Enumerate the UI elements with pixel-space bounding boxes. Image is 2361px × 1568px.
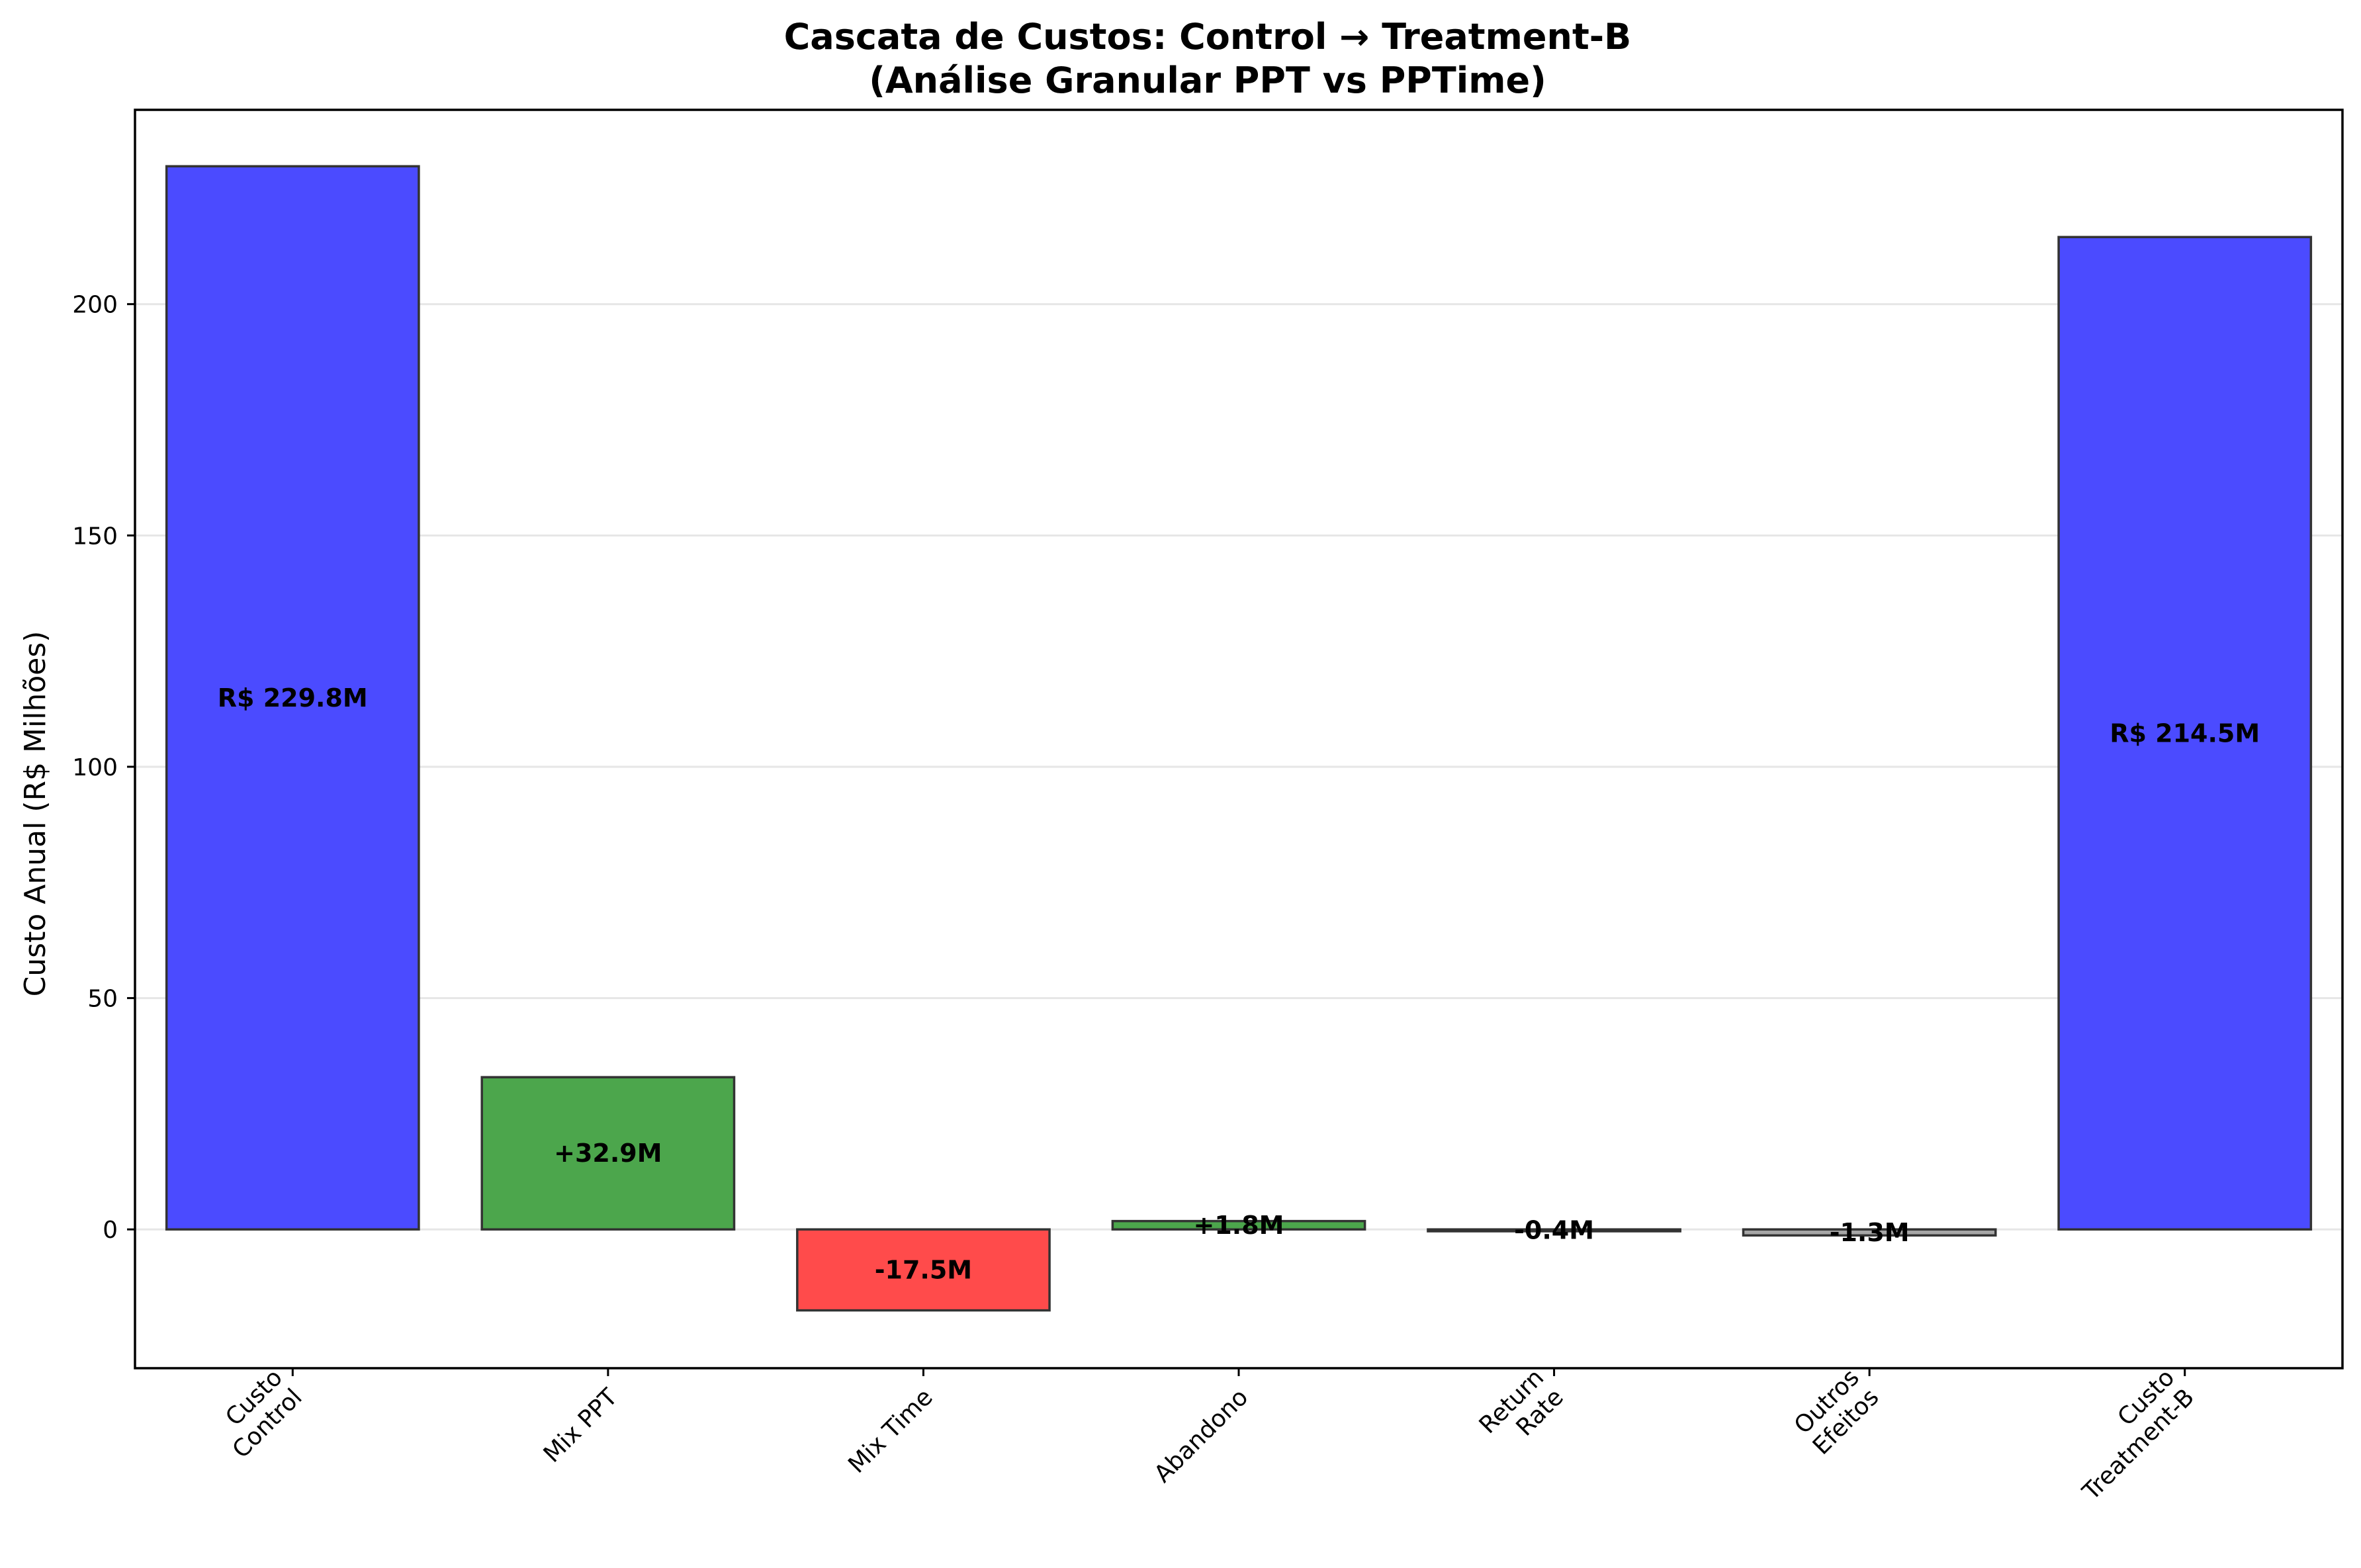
y-tick-label-1: 50 [87,986,118,1013]
bar-value-label-5: -1.3M [1830,1218,1910,1247]
bar-value-label-1: +32.9M [554,1139,662,1168]
chart-title-line-2: (Análise Granular PPT vs PPTime) [869,60,1546,101]
x-tick-label-0: CustoControl [208,1364,308,1464]
bar-value-label-6: R$ 214.5M [2110,719,2260,748]
bar-2 [796,1228,1051,1312]
y-tick-label-2: 100 [72,754,118,781]
bar-0 [165,165,420,1231]
bar-value-label-4: -0.4M [1514,1216,1594,1245]
x-tick-label-line: Abandono [1149,1383,1254,1488]
y-axis-label: Custo Anual (R$ Milhões) [19,631,52,997]
x-tick-label-1: Mix PPT [539,1383,623,1468]
y-tick-label-0: 0 [103,1217,118,1244]
bar-value-label-2: -17.5M [875,1255,972,1284]
bar-value-label-3: +1.8M [1194,1211,1284,1240]
plot-area: R$ 229.8M +32.9M -17.5M +1.8M -0.4M -1.3M R$ 2… [72,109,2344,1506]
bar-value-label-0: R$ 229.8M [218,683,368,713]
x-tick-label-line: Mix Time [843,1383,938,1478]
bar-4 [1427,1228,1681,1233]
axes-frame [134,109,2344,1370]
bar-5 [1742,1228,1997,1237]
chart-title-line-1: Cascata de Custos: Control → Treatment-B [784,16,1632,58]
y-tick-label-4: 200 [72,292,118,319]
x-tick-label-3: Abandono [1149,1383,1254,1488]
bar-6 [2057,236,2313,1231]
y-tick-label-3: 150 [72,523,118,550]
bar-1 [480,1076,736,1231]
x-tick-label-line: Mix PPT [539,1383,623,1468]
x-tick-label-5: OutrosEfeitos [1788,1364,1884,1460]
x-tick-label-6: CustoTreatment-B [2057,1364,2200,1506]
bar-3 [1111,1219,1366,1231]
x-tick-label-2: Mix Time [843,1383,938,1478]
x-tick-label-4: ReturnRate [1474,1364,1569,1459]
